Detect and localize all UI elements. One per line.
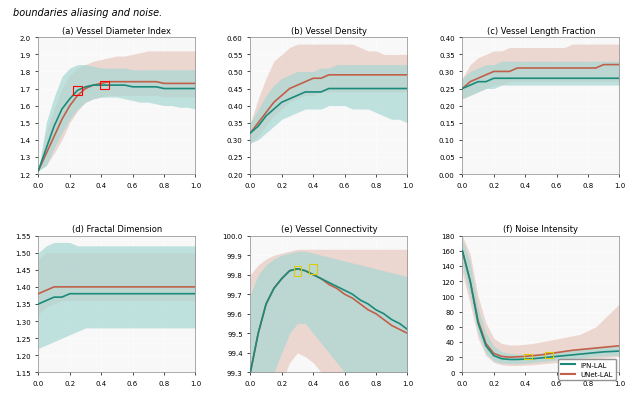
Legend: IPN-LAL, UNet-LAL: IPN-LAL, UNet-LAL <box>559 359 616 380</box>
Title: (f) Noise Intensity: (f) Noise Intensity <box>504 225 579 234</box>
Title: (a) Vessel Diameter Index: (a) Vessel Diameter Index <box>63 27 172 36</box>
Title: (e) Vessel Connectivity: (e) Vessel Connectivity <box>280 225 377 234</box>
Title: (c) Vessel Length Fraction: (c) Vessel Length Fraction <box>486 27 595 36</box>
Title: (d) Fractal Dimension: (d) Fractal Dimension <box>72 225 162 234</box>
Title: (b) Vessel Density: (b) Vessel Density <box>291 27 367 36</box>
Text: boundaries aliasing and noise.: boundaries aliasing and noise. <box>13 8 162 18</box>
